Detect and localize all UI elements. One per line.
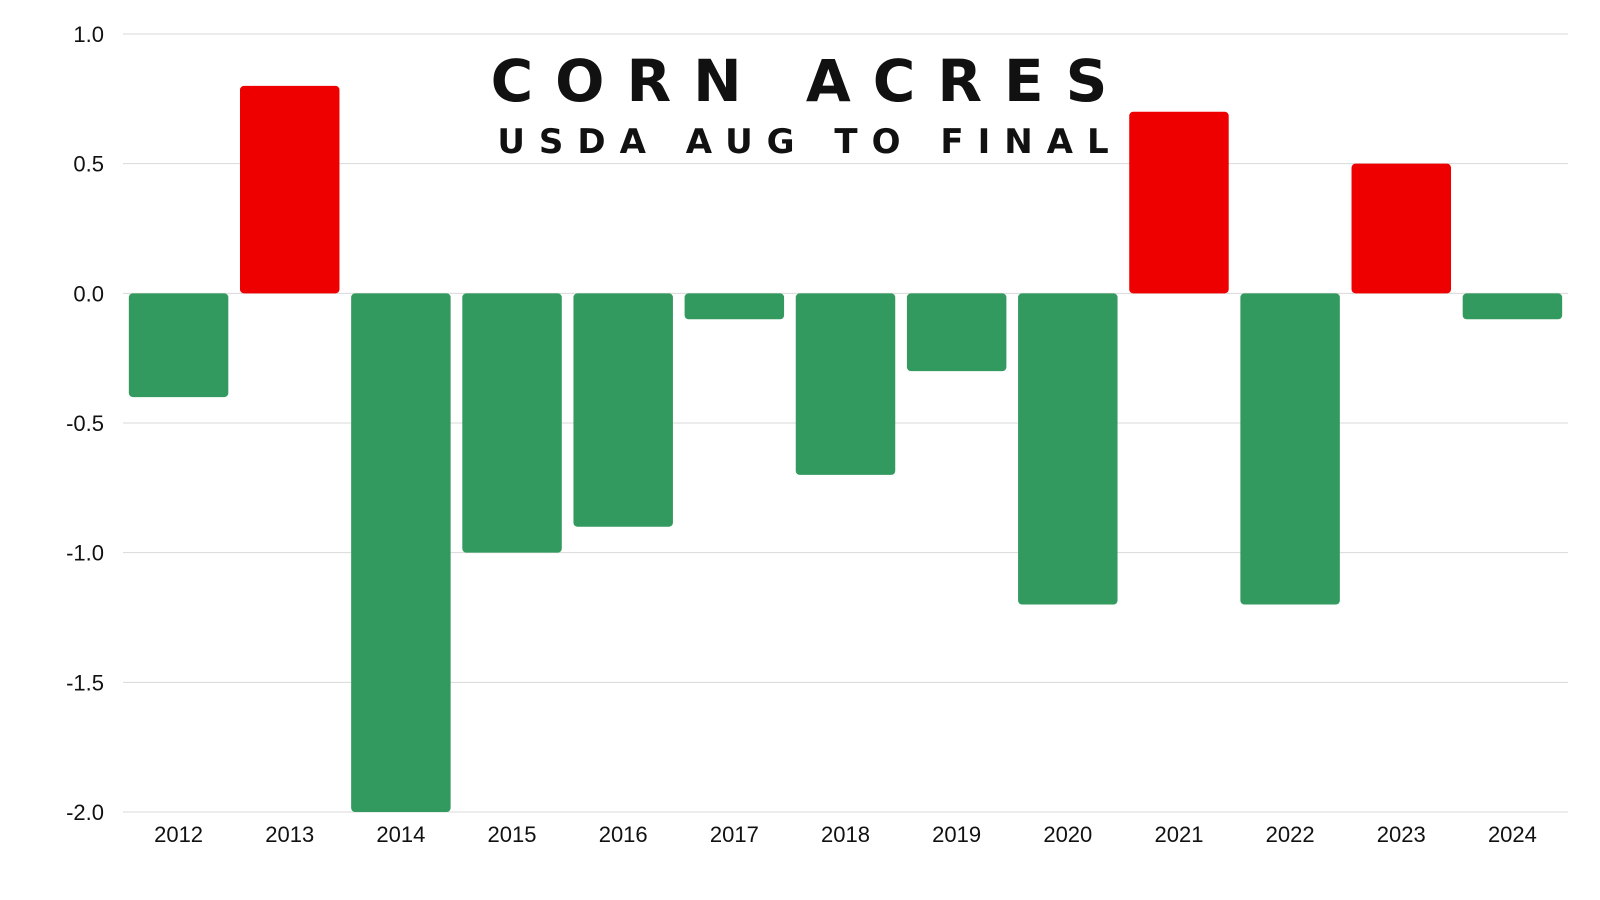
bar-2013 [239, 85, 340, 294]
y-tick-label: -1.5 [66, 670, 104, 695]
x-tick-label: 2015 [488, 822, 537, 847]
y-tick-label: -2.0 [66, 800, 104, 825]
bar-2019 [906, 293, 1007, 372]
bars [128, 85, 1563, 812]
bar-2018 [795, 293, 896, 475]
chart-subtitle: USDA AUG TO FINAL [497, 122, 1122, 162]
bar-2023 [1351, 163, 1452, 294]
bar-2021 [1129, 111, 1229, 294]
x-tick-label: 2012 [154, 822, 203, 847]
bar-2014 [351, 293, 451, 812]
x-tick-label: 2013 [265, 822, 314, 847]
x-tick-label: 2014 [376, 822, 425, 847]
bar-2016 [573, 293, 673, 527]
y-tick-label: -1.0 [66, 541, 104, 566]
y-tick-label: 1.0 [73, 22, 104, 47]
bar-2022 [1240, 293, 1340, 605]
bar-2015 [462, 293, 562, 553]
x-tick-label: 2022 [1266, 822, 1315, 847]
y-tick-label: -0.5 [66, 411, 104, 436]
x-axis-ticks: 2012 2013 2014 2015 2016 2017 2018 2019 2020 2021… [154, 822, 1537, 847]
x-tick-label: 2021 [1154, 822, 1203, 847]
x-tick-label: 2023 [1377, 822, 1426, 847]
chart-title: CORN ACRES [491, 47, 1130, 115]
bar-2012 [128, 293, 229, 398]
x-tick-label: 2017 [710, 822, 759, 847]
y-tick-label: 0.0 [73, 281, 104, 306]
y-axis-ticks: 1.0 0.5 0.0 -0.5 -1.0 -1.5 -2.0 [66, 22, 104, 825]
bar-2017 [684, 293, 785, 320]
x-tick-label: 2019 [932, 822, 981, 847]
x-tick-label: 2018 [821, 822, 870, 847]
bar-2020 [1018, 293, 1118, 605]
x-tick-label: 2024 [1488, 822, 1537, 847]
x-tick-label: 2020 [1043, 822, 1092, 847]
y-tick-label: 0.5 [73, 152, 104, 177]
x-tick-label: 2016 [599, 822, 648, 847]
bar-2024 [1462, 293, 1563, 320]
